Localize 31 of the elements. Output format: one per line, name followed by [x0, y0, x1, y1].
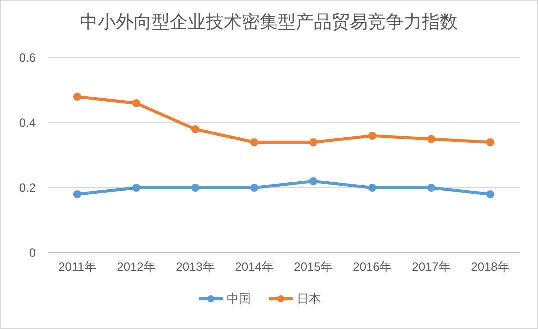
y-tick-label: 0.2	[19, 181, 36, 196]
y-tick-label: 0.4	[19, 116, 36, 130]
point	[428, 135, 436, 144]
point	[486, 190, 494, 198]
point	[132, 100, 140, 108]
point	[250, 138, 258, 146]
x-tick-label: 2018年	[471, 260, 510, 274]
point	[192, 184, 200, 192]
point	[74, 190, 82, 198]
point	[74, 93, 82, 101]
x-tick-label: 2012年	[117, 260, 156, 274]
point	[368, 184, 376, 192]
point	[486, 138, 494, 146]
x-tick-label: 2015年	[294, 260, 333, 274]
x-tick-label: 2016年	[353, 260, 392, 274]
point	[192, 126, 200, 134]
point	[310, 138, 318, 146]
x-tick-label: 2014年	[235, 260, 274, 274]
x-tick-label: 2017年	[412, 260, 451, 274]
point	[132, 184, 140, 192]
legend-label: 日本	[297, 292, 321, 306]
y-tick-label: 0	[29, 246, 36, 260]
point	[250, 184, 258, 192]
x-tick-label: 2011年	[58, 260, 96, 274]
x-tick-label: 2013年	[176, 260, 215, 274]
point	[368, 132, 376, 140]
y-tick-label: 0.6	[19, 51, 36, 66]
legend-label: 中国	[227, 292, 251, 306]
point	[428, 184, 436, 192]
chart-title: 中小外向型企业技术密集型产品贸易竞争力指数	[80, 12, 458, 32]
point	[310, 178, 318, 186]
